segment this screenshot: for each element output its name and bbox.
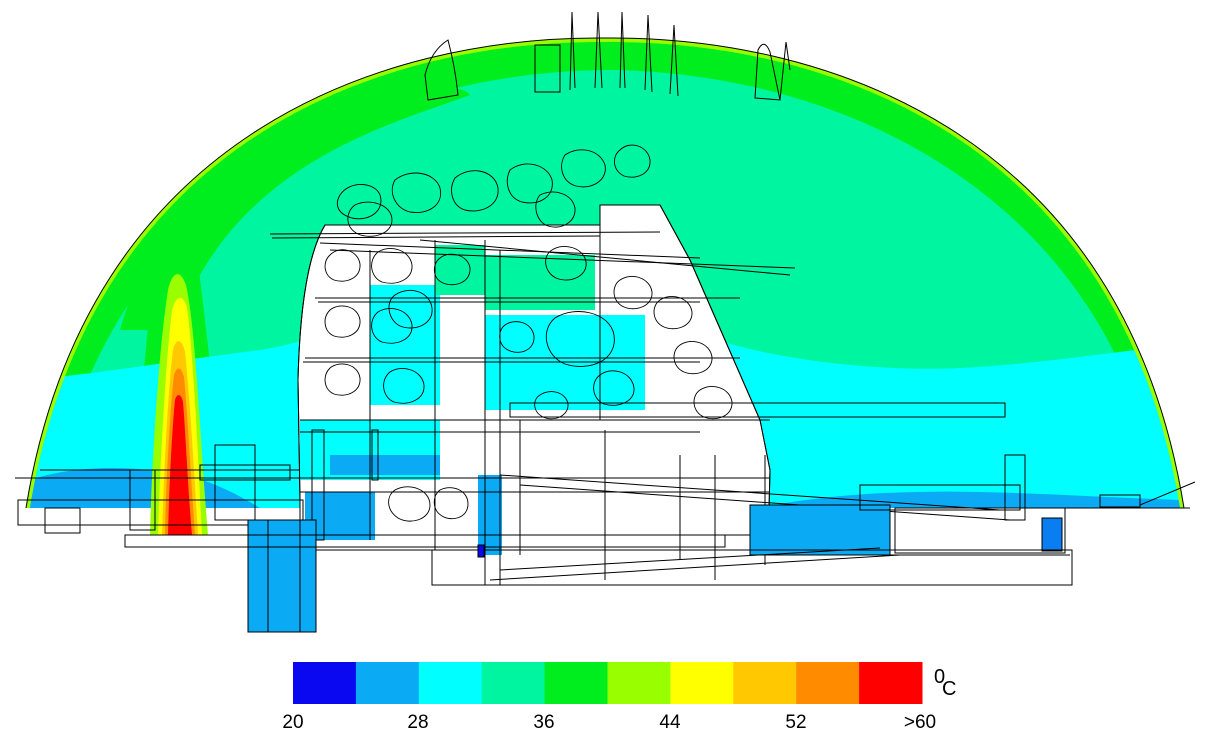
roof-vent: [754, 43, 781, 101]
right-column: [1004, 454, 1026, 521]
colorbar-tick-label: 36: [533, 712, 554, 733]
facade-opening: [383, 368, 425, 404]
right-platform: [859, 484, 1021, 511]
interior-blue-strip: [330, 455, 440, 475]
interior-cyan-block: [370, 285, 440, 405]
left-block: [199, 464, 291, 481]
facade-opening: [388, 290, 433, 329]
facade-opening: [613, 276, 653, 310]
right-floor-blue-pocket: [760, 491, 1180, 508]
colorbar-tick-label: >60: [904, 712, 936, 733]
colorbar-unit-label: 0 C: [934, 666, 956, 700]
left-block: [44, 507, 81, 534]
roof-vent: [644, 14, 653, 93]
facade-opening: [499, 321, 535, 353]
facade-opening: [614, 144, 651, 178]
right-blue-block: [749, 504, 891, 556]
beam: [271, 235, 601, 239]
cantilever-beam: [509, 402, 1006, 418]
stair-column-block: [371, 429, 379, 481]
colorbar-swatch: [544, 662, 608, 704]
left-side-structures: [15, 444, 726, 633]
roof-vent: [619, 11, 626, 89]
roof-vent: [534, 44, 561, 93]
facade-opening: [535, 191, 576, 228]
roof-vent: [569, 11, 576, 91]
right-side-structures: [431, 454, 1196, 586]
temperature-colorbar: [293, 662, 923, 704]
ground-slab: [124, 534, 726, 548]
right-box: [1099, 494, 1141, 508]
unit-letter: C: [942, 678, 956, 700]
roof-vent: [424, 39, 459, 101]
interior-blue-column: [478, 475, 502, 555]
ramp-line: [489, 554, 901, 581]
slab: [499, 474, 1001, 511]
roof-vent: [669, 24, 679, 97]
colorbar-swatch: [733, 662, 797, 704]
facade-opening: [545, 311, 615, 367]
facade-opening: [388, 486, 431, 522]
facade-opening: [324, 249, 361, 282]
colorbar-swatch: [355, 662, 420, 704]
facade-opening: [391, 172, 442, 213]
facade-opening: [593, 370, 635, 406]
left-block: [17, 499, 304, 526]
beam: [329, 249, 796, 269]
left-block: [214, 444, 256, 521]
ground-line: [1139, 481, 1196, 506]
colorbar-tick-label: 28: [407, 712, 428, 733]
basement-box: [431, 549, 1073, 586]
colorbar-swatch: [796, 662, 860, 704]
facade-opening: [371, 308, 413, 344]
colorbar-swatch: [859, 662, 923, 704]
beam: [269, 231, 661, 235]
right-platform: [894, 507, 1066, 554]
colorbar-swatch: [670, 662, 734, 704]
roof-vent: [594, 11, 603, 89]
building-outline: [297, 204, 771, 551]
facade-opening: [347, 201, 393, 237]
interior-aqua-block: [485, 255, 595, 310]
basement-shaft: [247, 519, 317, 633]
colorbar-swatch: [418, 662, 483, 704]
beam: [419, 239, 791, 276]
facade-opening: [451, 170, 499, 212]
facade-opening: [324, 305, 361, 338]
facade-opening: [545, 246, 587, 281]
facade-openings: [324, 144, 733, 522]
right-blue-block: [1041, 517, 1063, 552]
facade-opening: [506, 163, 553, 204]
ramp-line: [499, 547, 881, 571]
building-wireframe: [269, 144, 1011, 585]
blue-pit: [477, 544, 485, 558]
colorbar-swatch: [607, 662, 671, 704]
facade-opening: [693, 386, 733, 420]
facade-opening: [534, 391, 569, 420]
facade-opening: [433, 253, 471, 286]
interior-blue-column: [305, 492, 375, 540]
facade-opening: [653, 296, 693, 330]
colorbar-tick-labels: 20 28 36 44 52 >60: [282, 712, 936, 733]
colorbar-tick-label: 20: [282, 712, 303, 733]
facade-opening: [371, 248, 413, 284]
facade-opening: [673, 341, 713, 375]
stair-column-block: [311, 429, 325, 541]
facade-opening: [433, 487, 469, 520]
colorbar-tick-label: 52: [785, 712, 806, 733]
facade-opening: [561, 149, 606, 188]
colorbar-swatch: [481, 662, 546, 704]
roof-vents: [424, 11, 791, 101]
interior-aqua-block: [435, 245, 485, 295]
beam: [319, 242, 701, 259]
facade-opening: [324, 363, 361, 396]
colorbar-tick-label: 44: [659, 712, 681, 733]
colorbar-swatch: [293, 662, 357, 704]
roof-vent: [779, 41, 791, 101]
unit-superscript: 0: [934, 666, 945, 688]
facade-opening: [336, 184, 382, 220]
dome-outline: [25, 37, 1185, 509]
